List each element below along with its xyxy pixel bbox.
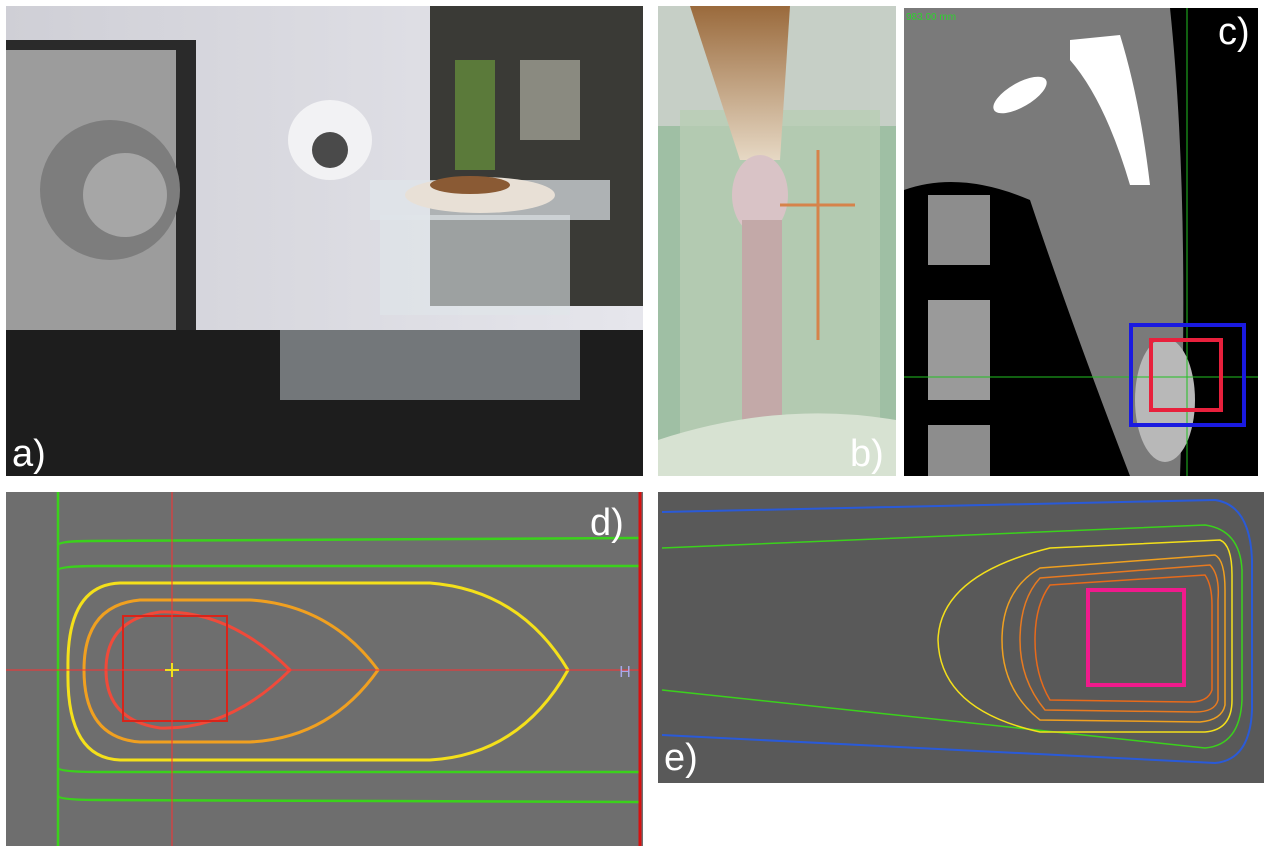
panel-label: d) [590, 502, 624, 544]
readout: 983.00 mm [906, 12, 956, 23]
panel-label: e) [664, 737, 698, 779]
page: a) b) 983.00 mm c) [0, 0, 1264, 846]
figure: a) b) 983.00 mm c) [0, 0, 1264, 846]
panel-a: a) [6, 6, 643, 476]
panel-label: b) [850, 433, 884, 475]
panel-e: e) [658, 492, 1264, 783]
panel-d: H d) [6, 492, 643, 846]
panel-label: c) [1218, 11, 1250, 53]
marker: H [619, 664, 631, 681]
panel-c: 983.00 mm c) [904, 8, 1258, 476]
panel-label: a) [12, 433, 46, 475]
panel-b: b) [658, 6, 896, 476]
